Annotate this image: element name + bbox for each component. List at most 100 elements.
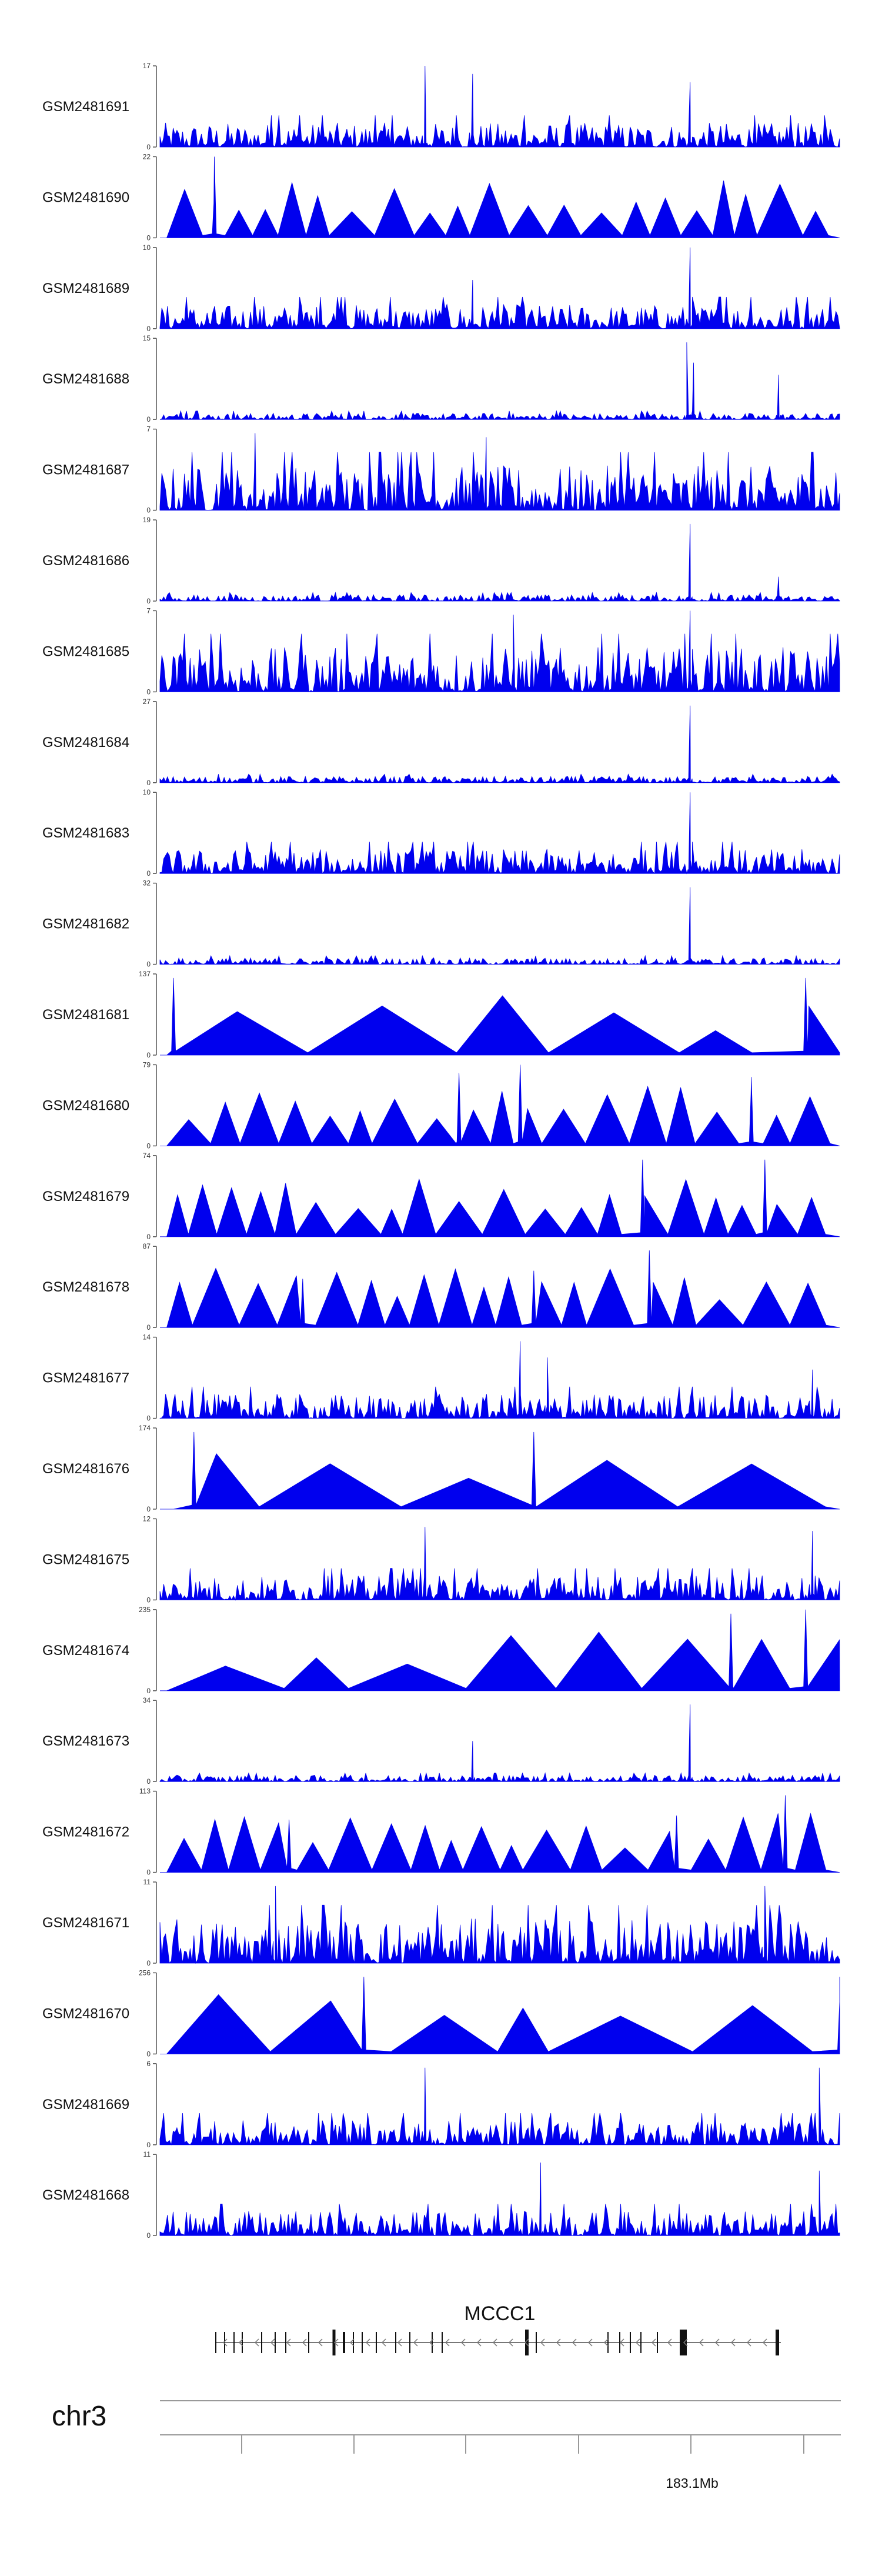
- y-max-label: 14: [143, 1333, 151, 1342]
- strand-arrow: [333, 2338, 339, 2347]
- gene-exon: [395, 2332, 396, 2353]
- gene-strand-arrows: [222, 2338, 767, 2347]
- coverage-area: [159, 2067, 840, 2145]
- strand-arrow: [270, 2338, 275, 2347]
- y-min-label: 0: [146, 1051, 151, 1059]
- coverage-area: [159, 705, 840, 784]
- y-max-label: 17: [143, 62, 151, 70]
- coverage-area: [159, 610, 840, 693]
- position-label: 183.1Mb: [666, 2475, 719, 2491]
- strand-arrow: [476, 2338, 482, 2347]
- chromosome-axis: chr3 183.1Mb: [52, 2400, 841, 2491]
- track-label: GSM2481670: [42, 2006, 129, 2021]
- track-GSM2481687: GSM2481687 7 0: [42, 425, 840, 515]
- gene-exon: [607, 2332, 609, 2353]
- gene-exon: [215, 2332, 216, 2353]
- track-GSM2481674: GSM2481674 235 0: [42, 1606, 840, 1695]
- coverage-area: [159, 1886, 840, 1964]
- gene-exon: [525, 2330, 529, 2355]
- strand-arrow: [318, 2338, 323, 2347]
- coverage-area: [160, 1159, 840, 1237]
- gene-exon: [442, 2332, 443, 2353]
- track-label: GSM2481669: [42, 2097, 129, 2113]
- track-GSM2481679: GSM2481679 74 0: [42, 1152, 840, 1241]
- y-max-label: 10: [143, 788, 151, 796]
- strand-arrow: [762, 2338, 767, 2347]
- strand-arrow: [397, 2338, 402, 2347]
- gene-exon: [362, 2332, 363, 2353]
- y-max-label: 174: [139, 1424, 151, 1432]
- track-GSM2481672: GSM2481672 113 0: [42, 1787, 840, 1877]
- track-GSM2481671: GSM2481671 11 0: [42, 1878, 840, 1967]
- track-label: GSM2481687: [42, 462, 129, 478]
- coverage-area: [160, 1432, 840, 1510]
- coverage-area: [159, 792, 840, 875]
- track-GSM2481681: GSM2481681 137 0: [42, 970, 840, 1059]
- track-label: GSM2481690: [42, 189, 129, 205]
- y-max-label: 6: [146, 2060, 151, 2068]
- strand-arrow: [587, 2338, 593, 2347]
- track-GSM2481678: GSM2481678 87 0: [42, 1242, 840, 1332]
- strand-arrow: [349, 2338, 355, 2347]
- coverage-area: [159, 65, 840, 148]
- y-min-label: 0: [146, 415, 151, 423]
- y-max-label: 235: [139, 1606, 151, 1614]
- coverage-area: [159, 1704, 840, 1783]
- gene-name-label: MCCC1: [465, 2303, 536, 2325]
- coverage-area: [160, 1795, 840, 1873]
- coverage-area: [160, 156, 840, 238]
- y-max-label: 256: [139, 1968, 151, 1977]
- coverage-area: [160, 1065, 840, 1146]
- gene-exon: [343, 2332, 345, 2353]
- track-label: GSM2481684: [42, 735, 129, 750]
- y-max-label: 19: [143, 516, 151, 524]
- strand-arrow: [683, 2338, 688, 2347]
- y-max-label: 11: [143, 1878, 151, 1886]
- y-max-label: 15: [143, 334, 151, 342]
- gene-exon: [432, 2332, 433, 2353]
- y-max-label: 10: [143, 243, 151, 252]
- track-label: GSM2481680: [42, 1097, 129, 1113]
- y-max-label: 113: [139, 1787, 151, 1796]
- track-GSM2481670: GSM2481670 256 0: [42, 1968, 840, 2058]
- coverage-area: [159, 2162, 840, 2237]
- y-max-label: 7: [146, 606, 151, 615]
- strand-arrow: [413, 2338, 418, 2347]
- y-min-label: 0: [146, 1777, 151, 1786]
- track-GSM2481676: GSM2481676 174 0: [42, 1424, 840, 1513]
- y-max-label: 137: [139, 970, 151, 978]
- strand-arrow: [603, 2338, 609, 2347]
- gene-exon: [376, 2332, 377, 2353]
- strand-arrow: [222, 2338, 228, 2347]
- y-min-label: 0: [146, 1142, 151, 1150]
- track-label: GSM2481686: [42, 553, 129, 569]
- track-GSM2481691: GSM2481691 17 0: [42, 62, 840, 151]
- chromosome-label: chr3: [52, 2401, 106, 2432]
- strand-arrow: [667, 2338, 672, 2347]
- y-min-label: 0: [146, 688, 151, 696]
- gene-exon: [353, 2332, 354, 2353]
- gene-exon: [242, 2332, 243, 2353]
- coverage-area: [159, 887, 840, 965]
- strand-arrow: [460, 2338, 466, 2347]
- y-min-label: 0: [146, 1414, 151, 1423]
- y-max-label: 22: [143, 152, 151, 161]
- y-min-label: 0: [146, 233, 151, 242]
- strand-arrow: [730, 2338, 736, 2347]
- y-min-label: 0: [146, 869, 151, 877]
- track-GSM2481677: GSM2481677 14 0: [42, 1333, 840, 1423]
- y-min-label: 0: [146, 2231, 151, 2240]
- gene-exon: [261, 2332, 262, 2353]
- gene-exon: [233, 2332, 235, 2353]
- strand-arrow: [635, 2338, 640, 2347]
- y-min-label: 0: [146, 1505, 151, 1513]
- y-max-label: 34: [143, 1696, 151, 1704]
- gene-exon: [657, 2332, 658, 2353]
- coverage-area: [160, 977, 840, 1056]
- gene-exon: [285, 2332, 286, 2353]
- track-label: GSM2481688: [42, 371, 129, 387]
- track-label: GSM2481673: [42, 1733, 129, 1749]
- strand-arrow: [365, 2338, 370, 2347]
- track-GSM2481685: GSM2481685 7 0: [42, 606, 840, 696]
- track-GSM2481684: GSM2481684 27 0: [42, 698, 840, 787]
